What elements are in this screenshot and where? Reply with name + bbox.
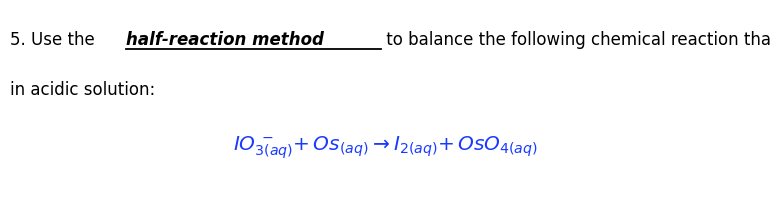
Text: in acidic solution:: in acidic solution: bbox=[10, 81, 156, 99]
Text: $\mathit{IO}^{\,-}_{3(\mathit{aq})}$$ + \,\mathit{Os}_{(\mathit{aq})}$$ \rightar: $\mathit{IO}^{\,-}_{3(\mathit{aq})}$$ + … bbox=[233, 134, 537, 161]
Text: half-reaction method: half-reaction method bbox=[126, 31, 324, 49]
Text: to balance the following chemical reaction that takes place: to balance the following chemical reacti… bbox=[381, 31, 770, 49]
Text: 5. Use the: 5. Use the bbox=[10, 31, 100, 49]
